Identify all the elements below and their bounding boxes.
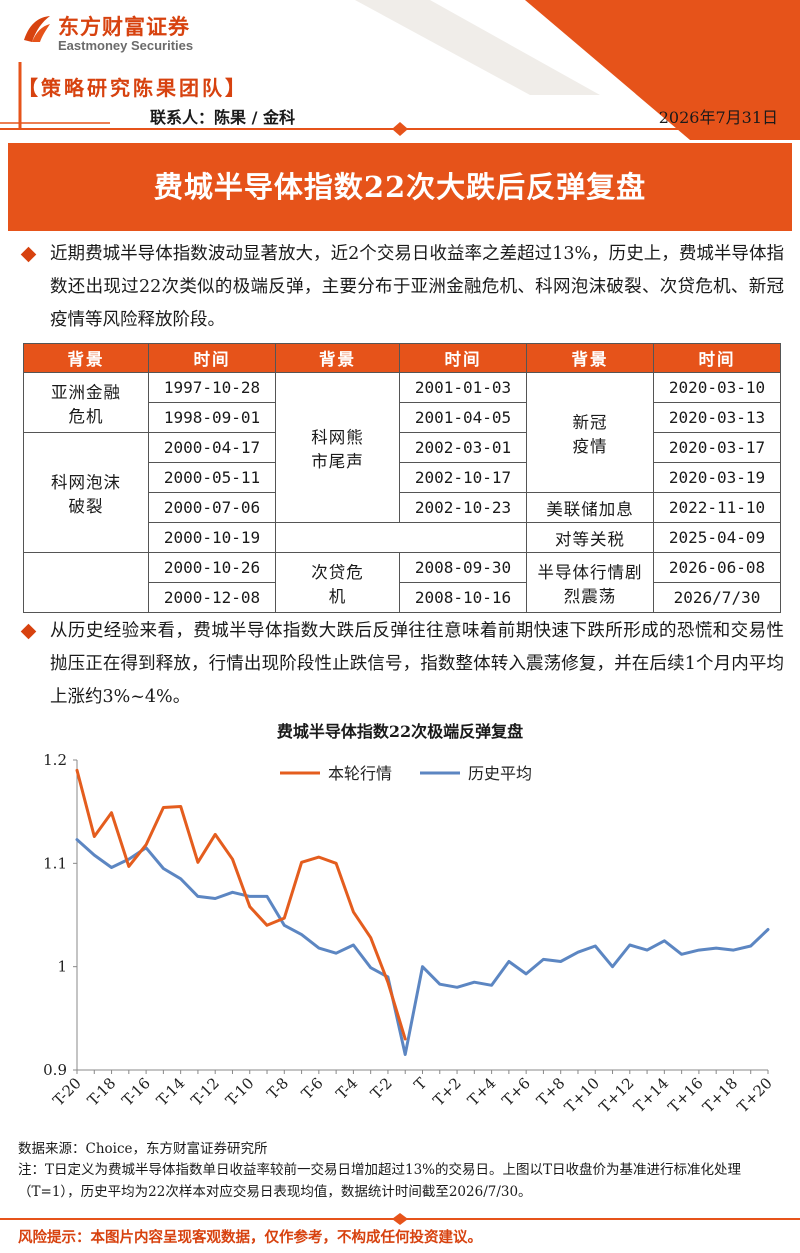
table-cell: 2026/7/30	[653, 582, 781, 613]
group-asian-crisis: 亚洲金融危机	[23, 372, 149, 433]
x-tick-label: T-18	[84, 1074, 120, 1110]
x-tick-label: T+12	[595, 1074, 637, 1116]
table-cell: 2022-11-10	[653, 492, 781, 523]
team-label: 【策略研究陈果团队】	[18, 76, 248, 100]
logo-text-en: Eastmoney Securities	[58, 38, 194, 53]
x-tick-label: T+2	[429, 1074, 464, 1109]
group-covid: 新冠疫情	[526, 372, 654, 493]
table-row: 2000-12-08 2008-10-16 2026/7/30	[24, 582, 781, 613]
table-header-cell: 背景	[275, 343, 400, 373]
table-cell: 2008-09-30	[399, 552, 527, 583]
table-cell: 2025-04-09	[653, 522, 781, 553]
legend-label: 本轮行情	[328, 764, 392, 783]
table-cell: 2020-03-19	[653, 462, 781, 493]
table-cell: 2002-10-17	[399, 462, 527, 493]
table-row: 2000-10-26 次贷危机 2008-09-30 半导体行情剧烈震荡 202…	[23, 552, 781, 613]
table-cell: 2020-03-17	[653, 432, 781, 463]
report-date: 2026年7月31日	[658, 108, 778, 127]
x-tick-label: T-12	[188, 1074, 224, 1110]
paragraph-history: 从历史经验来看，费城半导体指数大跌后反弹往往意味着前期快速下跌所形成的恐慌和交易…	[50, 621, 784, 707]
y-tick-label: 1.2	[43, 751, 67, 769]
header-corner-orange	[525, 0, 800, 140]
table-header-cell: 背景	[23, 343, 149, 373]
group-subprime: 次贷危机	[275, 552, 400, 613]
table-cell: 2020-03-10	[653, 372, 781, 403]
x-tick-label: T-6	[298, 1074, 327, 1103]
table-header-cell: 背景	[526, 343, 654, 373]
data-source: 数据来源：Choice，东方财富证券研究所	[18, 1141, 268, 1157]
group-semis-volatility: 半导体行情剧烈震荡	[526, 552, 654, 613]
x-tick-label: T	[411, 1074, 431, 1094]
page-title: 费城半导体指数22次大跌后反弹复盘	[153, 170, 647, 204]
table-cell: 2008-10-16	[399, 582, 527, 613]
paragraph-intro: 近期费城半导体指数波动显著放大，近2个交易日收益率之差超过13%，历史上，费城半…	[50, 244, 784, 330]
y-tick-label: 1	[57, 958, 67, 976]
header-corner-gray	[355, 0, 600, 95]
x-tick-label: T+20	[734, 1074, 776, 1116]
table-cell: 2000-04-17	[148, 432, 276, 463]
x-tick-label: T+14	[630, 1074, 672, 1116]
table-cell: 2001-01-03	[399, 372, 527, 403]
bullet-diamond-icon	[20, 623, 37, 640]
table-header-row: 背景 时间 背景 时间 背景 时间	[23, 343, 781, 373]
table-cell: 2002-10-23	[399, 492, 527, 523]
x-tick-label: T-16	[118, 1074, 154, 1110]
table-empty-cell	[23, 552, 149, 613]
legend-label: 历史平均	[468, 764, 532, 783]
table-cell: 2020-03-13	[653, 402, 781, 433]
logo-text-cn: 东方财富证券	[58, 15, 190, 39]
x-tick-label: T+18	[699, 1074, 741, 1116]
header-diamond	[392, 122, 408, 136]
eastmoney-logo-icon	[24, 16, 50, 42]
y-tick-label: 0.9	[43, 1061, 67, 1079]
table-cell: 2026-06-08	[653, 552, 781, 583]
table-row: 科网泡沫破裂 2000-04-17 2002-03-01 2020-03-17	[23, 432, 781, 553]
group-dotcom-burst: 科网泡沫破裂	[23, 432, 149, 553]
x-tick-label: T-14	[153, 1074, 189, 1110]
event-table: 背景 时间 背景 时间 背景 时间 亚洲金融危机 1997-10-28 科网熊市…	[23, 343, 781, 613]
table-cell: 2000-07-06	[148, 492, 276, 523]
x-tick-label: T+10	[561, 1074, 603, 1116]
series-line-historical-average	[75, 838, 770, 1056]
bullet-diamond-icon	[20, 246, 37, 263]
title-banner	[8, 143, 792, 231]
x-tick-label: T+4	[464, 1074, 499, 1109]
x-tick-label: T-8	[263, 1074, 292, 1103]
x-tick-label: T-10	[222, 1074, 258, 1110]
chart-note: 注：T日定义为费城半导体指数单日收益率较前一交易日增加超过13%的交易日。上图以…	[18, 1162, 742, 1200]
group-tariffs: 对等关税	[526, 522, 654, 553]
line-chart: 0.9 1 1.1 1.2 T-20 T-18 T-16 T-14 T-12 T-10 T-8 T-6…	[43, 751, 776, 1116]
header-decoration	[0, 0, 800, 140]
table-cell: 2000-05-11	[148, 462, 276, 493]
x-tick-label: T-20	[49, 1074, 85, 1110]
group-dotcom-bear-end: 科网熊市尾声	[275, 372, 400, 523]
x-tick-label: T+16	[665, 1074, 707, 1116]
series-line-current	[75, 768, 407, 1041]
table-cell: 2001-04-05	[399, 402, 527, 433]
x-tick-label: T+6	[499, 1074, 534, 1109]
table-header-cell: 时间	[653, 343, 781, 373]
table-cell: 1997-10-28	[148, 372, 276, 403]
table-header-cell: 时间	[399, 343, 527, 373]
table-cell: 1998-09-01	[148, 402, 276, 433]
table-empty-cell	[275, 522, 527, 553]
y-tick-label: 1.1	[43, 854, 67, 872]
chart-title: 费城半导体指数22次极端反弹复盘	[276, 722, 524, 741]
contact-line: 联系人：陈果 / 金科	[150, 108, 295, 127]
group-fed-hike: 美联储加息	[526, 492, 654, 523]
table-header-cell: 时间	[148, 343, 276, 373]
x-tick-label: T-4	[332, 1074, 361, 1103]
table-cell: 2000-12-08	[148, 582, 276, 613]
table-cell: 2000-10-26	[148, 552, 276, 583]
table-cell: 2002-03-01	[399, 432, 527, 463]
table-row: 亚洲金融危机 1997-10-28 科网熊市尾声 2001-01-03 新冠疫情…	[23, 372, 781, 523]
x-tick-label: T-2	[367, 1074, 396, 1103]
footer-rule	[0, 1213, 800, 1225]
risk-disclaimer: 风险提示：本图片内容呈现客观数据，仅作参考，不构成任何投资建议。	[18, 1229, 482, 1246]
table-cell: 2000-10-19	[148, 522, 276, 553]
